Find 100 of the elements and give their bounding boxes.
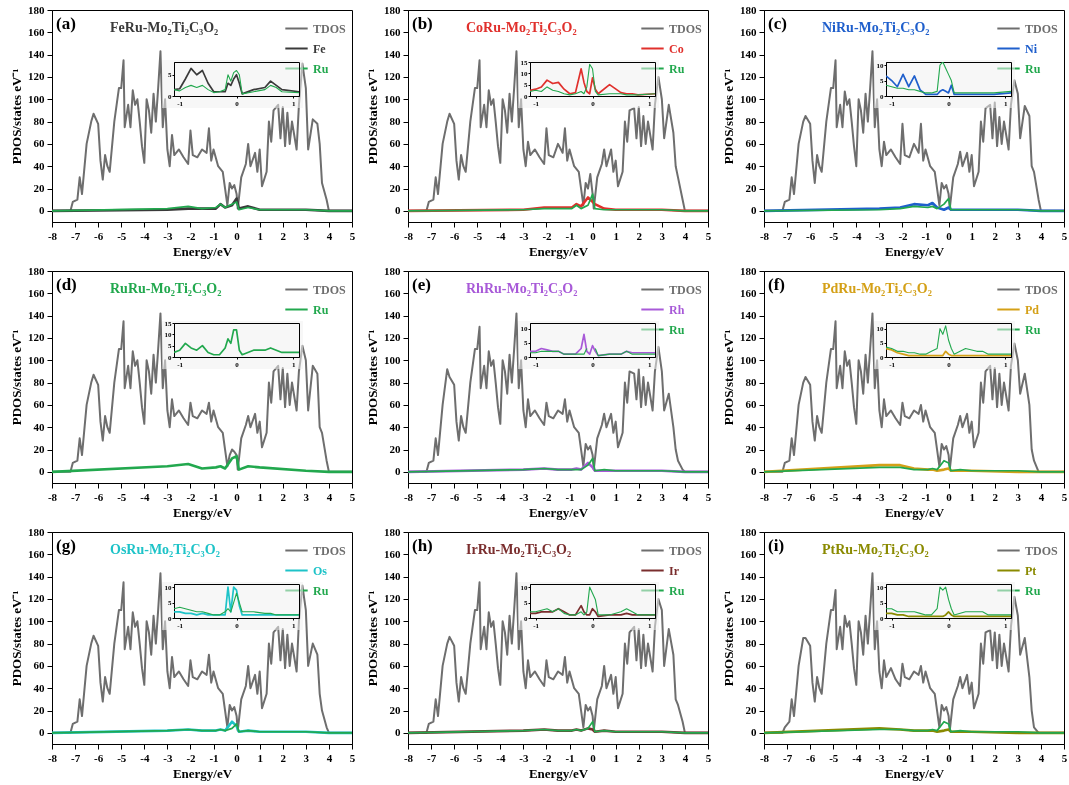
text: FeRu-Mo₂Ti₂C₃O₂	[110, 20, 219, 36]
x-tick-label: 4	[1038, 751, 1045, 764]
x-axis-title: Energy/eV	[172, 504, 233, 520]
x-tick-label: 1	[969, 229, 975, 242]
x-tick-label: 5	[705, 490, 712, 503]
x-tick-label: -8	[403, 751, 414, 764]
x-tick-label: 4	[682, 229, 689, 242]
y-tick-label: 180	[384, 3, 401, 16]
annotation: (c)	[768, 14, 787, 34]
y-tick-label: 100	[28, 92, 45, 105]
x-axis-title: Energy/eV	[884, 243, 945, 259]
x-tick-label: 2	[992, 751, 999, 764]
x-tick-label: 1	[613, 490, 619, 503]
x-axis-title: Energy/eV	[172, 765, 233, 781]
y-tick-label: 20	[389, 443, 401, 456]
y-tick-label: 0	[395, 465, 401, 478]
x-tick-label: 5	[349, 229, 356, 242]
y-tick-label: 20	[745, 704, 757, 717]
legend-label: Ru	[313, 302, 329, 317]
y-tick-label: 40	[33, 420, 45, 433]
text: NiRu-Mo₂Ti₂C₃O₂	[822, 20, 930, 36]
x-axis-title: Energy/eV	[528, 504, 589, 520]
x-tick-label: 3	[303, 751, 310, 764]
y-tick-label: 80	[389, 637, 401, 650]
x-tick-label: -6	[450, 751, 460, 764]
y-tick-label: 20	[745, 182, 757, 195]
y-tick-label: 140	[28, 48, 45, 61]
y-tick-label: 120	[28, 70, 45, 83]
legend-label: TDOS	[1025, 282, 1058, 297]
annotation: (e)	[412, 275, 431, 295]
y-tick-label: 180	[28, 264, 45, 277]
y-tick-label: 60	[745, 137, 757, 150]
y-axis-title: PDOS/states eV⁻¹	[365, 68, 380, 165]
x-tick-label: -8	[759, 751, 770, 764]
x-tick-label: -1	[921, 490, 931, 503]
x-tick-label: 2	[636, 490, 643, 503]
x-axis-title: Energy/eV	[528, 243, 589, 259]
y-axis-title: PDOS/states eV⁻¹	[365, 329, 380, 426]
x-tick-label: 3	[1015, 229, 1022, 242]
x-tick-label: 5	[1061, 490, 1068, 503]
text: RuRu-Mo₂Ti₂C₃O₂	[110, 281, 222, 297]
y-tick-label: 60	[389, 398, 401, 411]
y-tick-label: 40	[389, 159, 401, 172]
legend-label: Ru	[313, 583, 329, 598]
y-tick-label: 20	[745, 443, 757, 456]
x-tick-label: -5	[117, 751, 127, 764]
x-tick-label: 4	[326, 229, 333, 242]
x-tick-label: 0	[946, 751, 953, 764]
y-tick-label: 160	[28, 286, 45, 299]
x-tick-label: -3	[519, 490, 529, 503]
y-tick-label: 60	[33, 398, 45, 411]
x-tick-label: -6	[94, 490, 104, 503]
y-tick-label: 60	[389, 137, 401, 150]
x-tick-label: -1	[209, 229, 219, 242]
legend-label: Pt	[1025, 563, 1037, 578]
legend-label: Fe	[313, 41, 327, 56]
legend-label: Ru	[669, 61, 685, 76]
x-tick-label: 3	[303, 490, 310, 503]
x-tick-label: 1	[257, 751, 263, 764]
y-tick-label: 0	[395, 204, 401, 217]
legend-label: TDOS	[1025, 21, 1058, 36]
x-tick-label: -3	[875, 751, 885, 764]
y-axis-title: PDOS/states eV⁻¹	[721, 68, 736, 165]
x-tick-label: -2	[542, 490, 553, 503]
y-tick-label: 120	[28, 592, 45, 605]
x-tick-label: 4	[326, 490, 333, 503]
x-tick-label: -5	[829, 229, 839, 242]
x-tick-label: -4	[852, 229, 862, 242]
x-tick-label: 0	[234, 751, 241, 764]
y-tick-label: 100	[28, 614, 45, 627]
x-tick-label: 1	[613, 751, 619, 764]
y-tick-label: 20	[33, 182, 45, 195]
y-tick-label: 40	[389, 681, 401, 694]
x-tick-label: -5	[829, 490, 839, 503]
x-tick-label: 0	[234, 229, 241, 242]
y-tick-label: 160	[28, 547, 45, 560]
y-tick-label: 80	[745, 637, 757, 650]
x-tick-label: -1	[921, 229, 931, 242]
legend-label: TDOS	[313, 21, 346, 36]
x-tick-label: 5	[705, 751, 712, 764]
x-tick-label: -3	[875, 229, 885, 242]
y-tick-label: 100	[740, 614, 757, 627]
y-tick-label: 0	[395, 726, 401, 739]
y-axis-title: PDOS/states eV⁻¹	[721, 590, 736, 687]
x-tick-label: -6	[94, 229, 104, 242]
legend-label: Pd	[1025, 302, 1040, 317]
y-tick-label: 60	[745, 659, 757, 672]
x-axis-title: Energy/eV	[884, 504, 945, 520]
y-tick-label: 160	[384, 25, 401, 38]
y-tick-label: 20	[389, 704, 401, 717]
x-tick-label: -3	[519, 751, 529, 764]
y-tick-label: 80	[33, 637, 45, 650]
x-tick-label: -3	[519, 229, 529, 242]
y-tick-label: 140	[28, 309, 45, 322]
x-tick-label: -2	[186, 229, 197, 242]
y-tick-label: 120	[740, 331, 757, 344]
y-tick-label: 160	[740, 286, 757, 299]
legend-label: Ni	[1025, 41, 1038, 56]
x-tick-label: 3	[659, 751, 666, 764]
x-tick-label: 2	[280, 751, 287, 764]
